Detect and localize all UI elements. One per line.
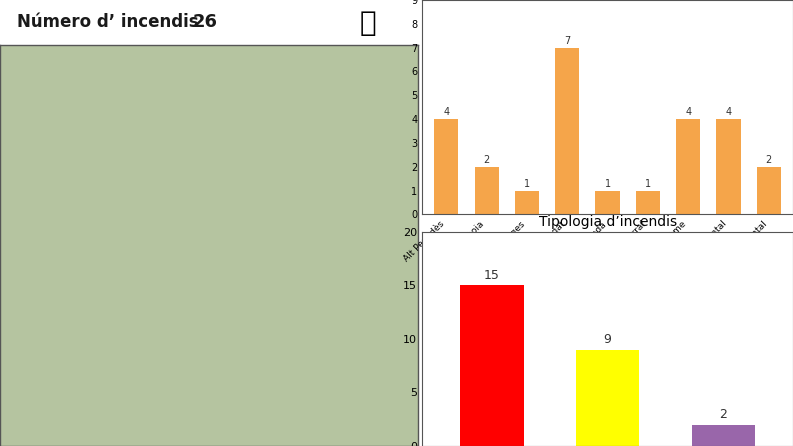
Text: 26: 26 bbox=[193, 13, 217, 31]
Text: Número d’ incendis: Número d’ incendis bbox=[17, 13, 198, 31]
Text: 9: 9 bbox=[603, 333, 611, 346]
Text: 7: 7 bbox=[564, 36, 570, 46]
Bar bbox=[757, 167, 781, 215]
Title: Tipologia d’incendis: Tipologia d’incendis bbox=[538, 215, 676, 229]
Bar bbox=[716, 119, 741, 215]
Bar bbox=[474, 167, 499, 215]
Text: 2: 2 bbox=[766, 155, 772, 165]
Text: 1: 1 bbox=[604, 179, 611, 189]
Text: 2: 2 bbox=[484, 155, 490, 165]
Text: 4: 4 bbox=[726, 107, 732, 117]
Bar bbox=[576, 350, 639, 446]
Bar bbox=[515, 190, 539, 215]
Bar bbox=[636, 190, 660, 215]
Text: 1: 1 bbox=[524, 179, 530, 189]
Text: 2: 2 bbox=[719, 409, 727, 421]
Text: 🔥: 🔥 bbox=[360, 9, 377, 37]
Text: 4: 4 bbox=[685, 107, 691, 117]
Text: 15: 15 bbox=[484, 269, 500, 282]
Bar bbox=[555, 48, 580, 215]
Text: 1: 1 bbox=[645, 179, 651, 189]
Bar bbox=[676, 119, 700, 215]
Bar bbox=[460, 285, 523, 446]
Bar bbox=[691, 425, 756, 446]
Bar bbox=[435, 119, 458, 215]
Text: 4: 4 bbox=[443, 107, 450, 117]
Bar bbox=[596, 190, 619, 215]
